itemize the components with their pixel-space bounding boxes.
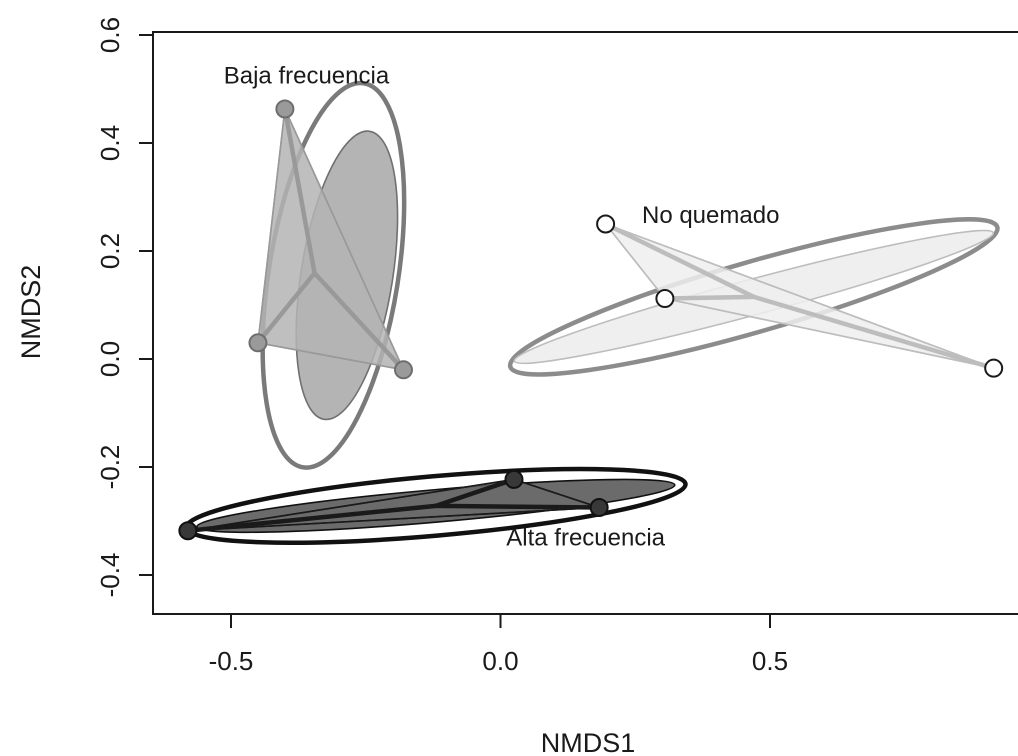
data-point [589,498,609,517]
hull-edge [187,478,515,532]
group-alta-frecuencia: Alta frecuencia [178,466,688,551]
y-tick-label: 0.2 [95,233,125,269]
group-label: Alta frecuencia [506,524,665,551]
spider-line [433,477,517,509]
plot-frame [152,31,1018,615]
data-point [596,214,616,234]
data-point [178,521,198,541]
spider-line [255,270,317,346]
spider-line [603,221,757,300]
data-point [393,360,413,380]
x-tick-label: -0.5 [209,646,254,676]
data-point [984,358,1004,378]
spider-line [312,270,406,373]
y-tick-label: 0.6 [95,17,125,53]
hull-edge [257,342,404,371]
y-tick-label: 0.4 [95,125,125,161]
x-axis-label: NMDS1 [541,728,636,756]
spider-line [751,294,996,371]
data-point [655,289,675,309]
hull-edge [605,223,994,369]
spider-line [662,294,757,301]
hull-edge [187,506,600,532]
y-tick-label: 0.0 [95,341,125,377]
hull-edge [257,108,286,343]
y-tick-label: -0.2 [95,445,125,490]
axes: -0.5 0.0 0.5 -0.4 -0.2 0.0 0.2 0.4 0.6 [95,17,1018,676]
hull-edge [513,478,600,509]
data-point [275,99,295,119]
x-tick-label: 0.0 [482,646,518,676]
outer-ellipse [507,217,1000,377]
spider-line [185,503,439,533]
y-tick-label: -0.4 [95,553,125,598]
group-no-quemado: No quemado [507,202,1004,378]
group-label: No quemado [642,202,779,229]
y-axis-label: NMDS2 [16,265,46,360]
data-point [248,333,268,353]
spider-line [433,503,602,510]
spider-line [282,106,317,276]
x-tick-label: 0.5 [752,646,788,676]
plot-area: Baja frecuencia No quemado Alta frecuencia [178,63,1004,551]
data-point [504,469,524,489]
group-baja-frecuencia: Baja frecuencia [224,63,413,470]
group-label: Baja frecuencia [224,63,390,90]
hull-edge [664,297,994,369]
hull-edge [284,108,405,371]
hull-edge [604,223,666,300]
